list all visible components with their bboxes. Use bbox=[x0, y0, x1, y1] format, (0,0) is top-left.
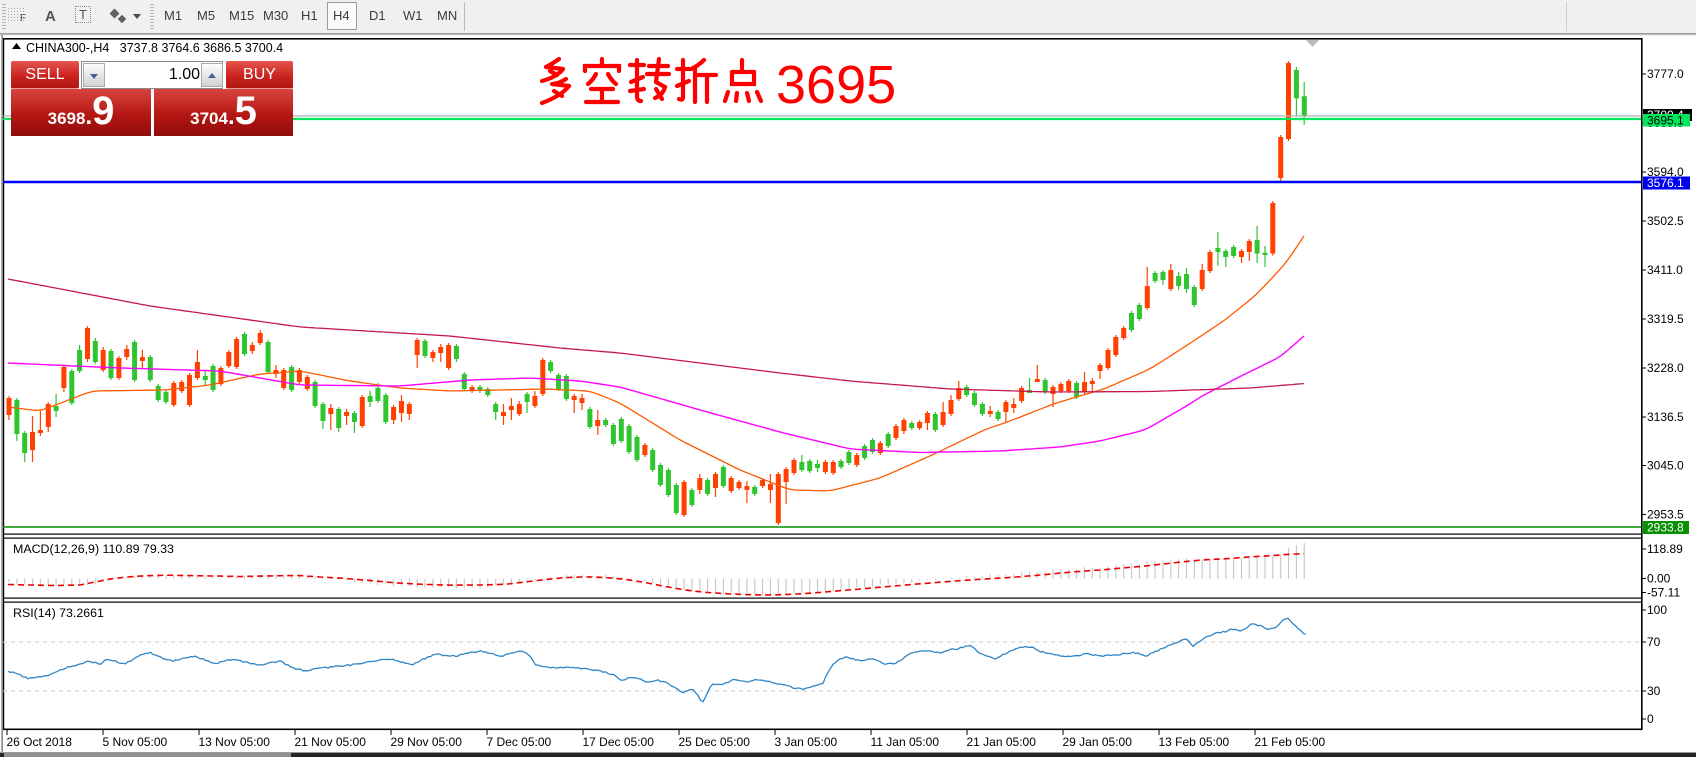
svg-text:MACD(12,26,9) 110.89 79.33: MACD(12,26,9) 110.89 79.33 bbox=[13, 542, 174, 556]
svg-text:CHINA300-,H4 3737.8 3764.6 3: CHINA300-,H4 3737.8 3764.6 3686.5 3700.4 bbox=[26, 41, 283, 55]
svg-text:100: 100 bbox=[1647, 603, 1667, 617]
svg-text:2953.5: 2953.5 bbox=[1647, 508, 1684, 522]
svg-text:13 Feb 05:00: 13 Feb 05:00 bbox=[1159, 735, 1230, 749]
svg-text:3576.1: 3576.1 bbox=[1647, 176, 1684, 190]
svg-text:13 Nov 05:00: 13 Nov 05:00 bbox=[199, 735, 271, 749]
svg-text:2933.8: 2933.8 bbox=[1647, 521, 1684, 535]
svg-text:25 Dec 05:00: 25 Dec 05:00 bbox=[679, 735, 751, 749]
svg-text:21 Jan 05:00: 21 Jan 05:00 bbox=[967, 735, 1037, 749]
svg-text:70: 70 bbox=[1647, 635, 1661, 649]
svg-text:11 Jan 05:00: 11 Jan 05:00 bbox=[871, 735, 940, 749]
svg-text:0: 0 bbox=[1647, 712, 1654, 726]
svg-text:21 Nov 05:00: 21 Nov 05:00 bbox=[295, 735, 367, 749]
svg-text:3136.5: 3136.5 bbox=[1647, 410, 1684, 424]
svg-text:29 Nov 05:00: 29 Nov 05:00 bbox=[391, 735, 463, 749]
svg-text:3 Jan 05:00: 3 Jan 05:00 bbox=[775, 735, 838, 749]
svg-text:0.00: 0.00 bbox=[1647, 572, 1671, 586]
svg-text:3502.5: 3502.5 bbox=[1647, 214, 1684, 228]
svg-text:3045.0: 3045.0 bbox=[1647, 459, 1684, 473]
svg-text:29 Jan 05:00: 29 Jan 05:00 bbox=[1063, 735, 1133, 749]
svg-text:17 Dec 05:00: 17 Dec 05:00 bbox=[583, 735, 655, 749]
svg-text:3411.0: 3411.0 bbox=[1647, 263, 1683, 277]
svg-text:7 Dec 05:00: 7 Dec 05:00 bbox=[487, 735, 552, 749]
svg-text:3594.0: 3594.0 bbox=[1647, 165, 1684, 179]
svg-text:3695: 3695 bbox=[776, 55, 896, 115]
svg-text:3695.1: 3695.1 bbox=[1647, 114, 1684, 128]
svg-text:-57.11: -57.11 bbox=[1647, 586, 1680, 600]
svg-text:RSI(14) 73.2661: RSI(14) 73.2661 bbox=[13, 606, 104, 620]
svg-text:30: 30 bbox=[1647, 684, 1661, 698]
svg-text:26 Oct 2018: 26 Oct 2018 bbox=[7, 735, 73, 749]
svg-text:118.89: 118.89 bbox=[1647, 542, 1683, 556]
svg-text:3319.5: 3319.5 bbox=[1647, 312, 1684, 326]
svg-text:21 Feb 05:00: 21 Feb 05:00 bbox=[1255, 735, 1326, 749]
svg-text:3777.0: 3777.0 bbox=[1647, 67, 1684, 81]
svg-text:5 Nov 05:00: 5 Nov 05:00 bbox=[103, 735, 168, 749]
svg-text:3228.0: 3228.0 bbox=[1647, 361, 1684, 375]
